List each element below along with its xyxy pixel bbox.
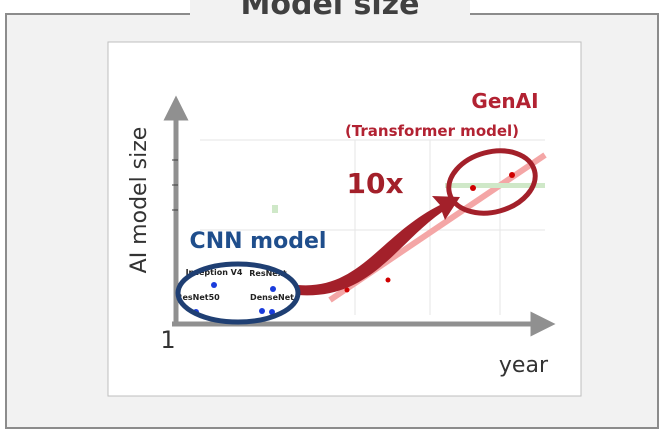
cnn-model-label: DenseNet [250, 293, 294, 302]
decor-band [445, 183, 545, 188]
x-axis-label: year [499, 353, 549, 378]
chart-panel [107, 41, 582, 397]
growth-arrow [298, 196, 460, 296]
growth-label: 10x [346, 167, 403, 200]
cnn-model-label: ResNet50 [176, 293, 220, 302]
y-axis-label: AI model size [127, 127, 152, 274]
genai-points [344, 172, 515, 293]
cnn-model-label: Inception V4 [186, 268, 243, 277]
genai-title: GenAI [471, 89, 538, 113]
genai-ellipse [446, 148, 538, 216]
title: Model size [241, 0, 420, 22]
title-backdrop [190, 0, 470, 24]
origin-label: 1 [160, 326, 175, 354]
cnn-ellipse [175, 261, 301, 325]
y-axis-ticks [172, 159, 178, 211]
genai-subtitle: (Transformer model) [345, 122, 519, 140]
cnn-title: CNN model [190, 229, 327, 254]
cnn-model-label: ResNext [249, 269, 287, 278]
decor-mark [272, 205, 278, 213]
background-grid [200, 139, 545, 315]
